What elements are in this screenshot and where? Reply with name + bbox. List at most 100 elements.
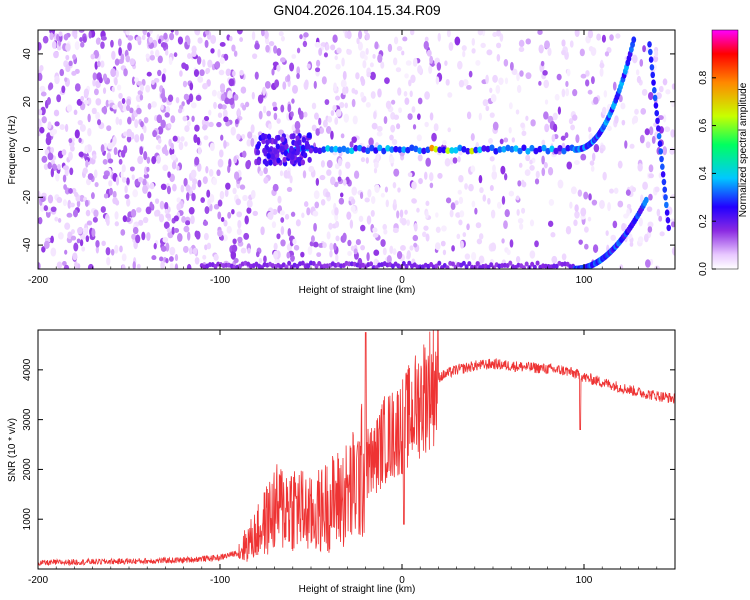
spectrogram-noise-cell [220, 134, 224, 141]
spectrogram-noise-cell [280, 239, 286, 247]
spectrogram-noise-cell [593, 96, 599, 105]
spectrogram-noise-cell [78, 137, 82, 143]
spectrogram-noise-cell [205, 166, 209, 174]
spectrogram-noise-cell [584, 226, 589, 233]
spectrogram-carrier-cell [453, 146, 459, 154]
spectrogram-noise-cell [325, 44, 330, 51]
spectrogram-noise-cell [222, 234, 228, 242]
spectrogram-noise-cell [194, 156, 200, 166]
spectrogram-noise-cell [511, 68, 518, 76]
spectrogram-noise-cell [337, 157, 343, 167]
spectrogram-noise-cell [609, 188, 614, 194]
spectrogram-noise-cell [632, 54, 638, 64]
spectrogram-noise-cell [100, 144, 105, 153]
spectrogram-noise-cell [53, 51, 59, 59]
spectrogram-bottom-band-cell [489, 262, 494, 268]
spectrogram-noise-cell [525, 154, 531, 162]
spectrogram-noise-cell [417, 113, 421, 120]
spectrogram-bottom-band-cell [535, 260, 540, 266]
spectrogram-carrier-cell [553, 147, 559, 155]
spectrogram-noise-cell [204, 206, 210, 214]
spectrogram-noise-cell [444, 60, 448, 66]
spectrogram-noise-cell [311, 102, 317, 110]
spectrogram-noise-cell [487, 197, 491, 205]
spectrogram-noise-cell [543, 162, 548, 169]
spectrogram-noise-cell [538, 80, 542, 86]
spectrogram-noise-cell [69, 167, 74, 176]
spectrogram-y-tick-label: -20 [22, 190, 33, 205]
spectrogram-noise-cell [194, 257, 200, 265]
spectrogram-noise-cell [260, 226, 265, 236]
spectrogram-carrier-cell [441, 146, 447, 154]
spectrogram-noise-cell [405, 60, 412, 66]
spectrogram-noise-cell [66, 212, 73, 218]
spectrogram-noise-cell [42, 35, 49, 44]
spectrogram-noise-cell [642, 181, 648, 190]
spectrogram-noise-cell [108, 187, 113, 196]
spectrogram-noise-cell [416, 207, 420, 213]
spectrogram-noise-cell [129, 166, 135, 172]
spectrogram-noise-cell [353, 170, 360, 179]
spectrogram-noise-cell [315, 128, 320, 136]
spectrogram-noise-cell [125, 30, 130, 36]
spectrogram-noise-cell [385, 199, 389, 208]
spectrogram-noise-cell [556, 73, 562, 81]
spectrogram-noise-cell [330, 130, 334, 140]
spectrogram-noise-cell [235, 198, 242, 206]
spectrogram-noise-cell [397, 187, 401, 193]
spectrogram-noise-cell [480, 42, 486, 49]
spectrogram-noise-cell [366, 71, 371, 78]
spectrogram-noise-cell [120, 229, 126, 236]
spectrogram-edge-arc-cell [659, 155, 664, 163]
spectrogram-noise-cell [127, 42, 132, 52]
spectrogram-noise-cell [369, 62, 374, 68]
spectrogram-carrier-cell [276, 157, 281, 164]
spectrogram-noise-cell [102, 174, 109, 180]
spectrogram-noise-cell [74, 191, 79, 198]
spectrogram-noise-cell [225, 68, 231, 77]
spectrogram-noise-cell [108, 180, 113, 187]
spectrogram-noise-cell [195, 94, 202, 101]
spectrogram-noise-cell [565, 88, 570, 97]
spectrogram-carrier-cell [489, 144, 495, 152]
spectrogram-noise-cell [296, 66, 301, 76]
spectrogram-noise-cell [140, 121, 144, 128]
spectrogram-y-label: Frequency (Hz) [7, 116, 18, 185]
spectrogram-noise-cell [55, 173, 60, 182]
spectrogram-noise-cell [503, 220, 508, 229]
spectrogram-noise-cell [333, 242, 337, 251]
spectrogram-carrier-cell [557, 144, 563, 152]
spectrogram-noise-cell [357, 41, 363, 51]
spectrogram-noise-cell [321, 76, 327, 85]
spectrogram-noise-cell [197, 37, 203, 44]
spectrogram-noise-cell [65, 54, 70, 61]
spectrogram-noise-cell [263, 167, 268, 175]
spectrogram-noise-cell [118, 46, 122, 56]
spectrogram-noise-cell [182, 245, 189, 253]
spectrogram-carrier-cell [284, 143, 289, 150]
spectrogram-noise-cell [564, 132, 569, 139]
spectrogram-noise-cell [411, 181, 417, 190]
spectrogram-noise-cell [217, 48, 221, 58]
spectrogram-carrier-cell [282, 156, 287, 163]
spectrogram-noise-cell [468, 70, 473, 78]
spectrogram-noise-cell [85, 159, 89, 168]
spectrogram-noise-cell [169, 32, 175, 41]
spectrogram-noise-cell [120, 170, 124, 179]
spectrogram-noise-cell [138, 219, 144, 226]
spectrogram-noise-cell [516, 72, 520, 82]
spectrogram-carrier-cell [302, 152, 308, 159]
spectrogram-noise-cell [561, 39, 566, 47]
spectrogram-noise-cell [73, 242, 79, 252]
spectrogram-noise-cell [303, 111, 308, 118]
spectrogram-noise-cell [176, 203, 182, 211]
spectrogram-noise-cell [346, 211, 352, 220]
spectrogram-noise-cell [506, 249, 511, 256]
spectrogram-noise-cell [262, 86, 267, 96]
spectrogram-noise-cell [63, 33, 69, 41]
spectrogram-noise-cell [95, 111, 100, 120]
spectrogram-noise-cell [54, 121, 60, 127]
spectrogram-noise-cell [155, 144, 161, 150]
spectrogram-carrier-cell [433, 145, 439, 153]
colorbar-tick-label: 0.4 [698, 166, 709, 180]
